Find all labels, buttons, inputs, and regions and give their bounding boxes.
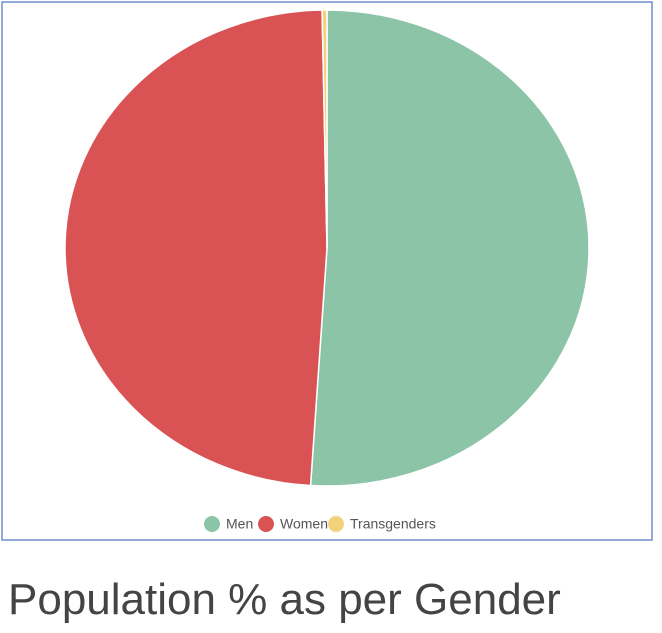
- pie-slice: [321, 9, 328, 249]
- pie: [64, 9, 590, 487]
- pie-slice: [64, 9, 328, 487]
- chart-title: Population % as per Gender: [8, 575, 561, 624]
- legend-label: Transgenders: [350, 516, 436, 532]
- legend-swatch: [328, 516, 344, 532]
- pie-slice: [309, 9, 590, 487]
- legend-swatch: [258, 516, 274, 532]
- legend-swatch: [204, 516, 220, 532]
- legend-label: Men: [226, 516, 253, 532]
- legend: Men Women Transgenders: [204, 516, 436, 532]
- legend-label: Women: [280, 516, 328, 532]
